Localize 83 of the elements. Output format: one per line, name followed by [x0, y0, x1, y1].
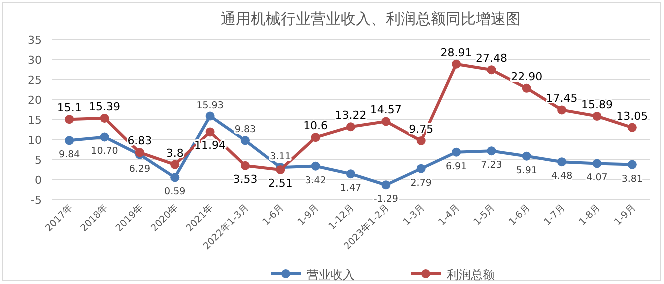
y-tick-label: 5 — [35, 154, 42, 167]
data-label: 6.83 — [128, 134, 152, 148]
x-tick-label: 1-7月 — [542, 202, 568, 228]
point — [346, 122, 356, 132]
data-label: 3.81 — [622, 174, 643, 185]
data-label: 22.90 — [511, 70, 543, 84]
y-tick-label: 20 — [28, 94, 42, 107]
data-label: 17.45 — [546, 92, 578, 106]
x-tick-label: 1-3月 — [402, 202, 428, 228]
y-tick-label: 10 — [28, 134, 42, 147]
point — [628, 160, 637, 170]
legend-label: 利润总额 — [447, 268, 495, 282]
y-tick-label: 15 — [28, 114, 42, 127]
point — [346, 170, 356, 179]
data-label: 27.48 — [476, 52, 508, 66]
point — [170, 173, 180, 182]
point — [311, 162, 320, 171]
point — [311, 133, 320, 142]
data-label: 4.07 — [586, 172, 608, 184]
x-tick-label: 1-6月 — [507, 202, 534, 228]
point — [65, 115, 74, 124]
point — [240, 161, 250, 170]
x-tick-label: 1-5月 — [472, 202, 498, 228]
point — [382, 180, 391, 190]
data-label: 3.11 — [270, 152, 292, 163]
point — [452, 60, 462, 69]
legend-label: 营业收入 — [307, 268, 355, 282]
point — [558, 158, 567, 167]
data-label: 5.91 — [516, 165, 538, 176]
point — [416, 136, 426, 146]
chart-title: 通用机械行业营业收入、利润总额同比增速图 — [221, 10, 521, 28]
data-label: 14.57 — [370, 104, 402, 117]
x-tick-label: 1-8月 — [578, 202, 604, 228]
point — [522, 152, 532, 161]
point — [170, 160, 180, 170]
data-label: 2.51 — [268, 176, 293, 190]
point — [65, 136, 74, 146]
point — [522, 84, 532, 93]
point — [487, 66, 496, 75]
point — [206, 128, 215, 137]
point — [628, 123, 637, 132]
data-label: 10.6 — [304, 120, 328, 133]
data-label: 9.83 — [234, 124, 256, 136]
data-label: 10.70 — [91, 146, 118, 158]
data-label: 15.39 — [89, 100, 121, 114]
point — [452, 148, 462, 157]
data-label: 7.23 — [481, 160, 502, 172]
data-label: 4.48 — [551, 171, 573, 182]
x-tick-label: 1-9月 — [612, 202, 639, 228]
data-label: 6.29 — [129, 164, 151, 175]
data-label: 28.91 — [440, 46, 472, 60]
data-label: 13.05 — [616, 110, 648, 123]
data-label: 1.47 — [340, 183, 362, 194]
data-label: -1.29 — [374, 194, 398, 206]
data-label: 9.84 — [59, 150, 80, 161]
point — [416, 164, 426, 174]
data-label: 0.59 — [164, 186, 186, 198]
data-label: 15.89 — [581, 98, 613, 112]
point — [240, 136, 250, 146]
point — [100, 114, 110, 123]
point — [592, 159, 602, 168]
data-label: 3.8 — [166, 146, 184, 160]
data-label: 3.42 — [305, 175, 326, 186]
y-tick-label: 35 — [28, 34, 42, 47]
y-tick-label: 0 — [35, 174, 42, 187]
point — [592, 112, 602, 121]
point — [100, 132, 110, 142]
x-tick-label: 1-4月 — [436, 202, 463, 228]
data-label: 13.22 — [335, 109, 367, 122]
data-label: 15.93 — [196, 100, 224, 112]
data-label: 6.91 — [446, 161, 468, 172]
data-label: 2.79 — [410, 178, 432, 189]
point — [487, 146, 496, 156]
point — [382, 117, 391, 126]
y-tick-label: 30 — [28, 54, 42, 67]
x-tick-label: 1-6月 — [260, 202, 287, 228]
point — [558, 106, 567, 115]
y-tick-label: -5 — [31, 194, 42, 207]
data-label: 15.1 — [57, 102, 82, 115]
data-label: 3.53 — [233, 172, 258, 186]
point — [206, 112, 215, 121]
y-tick-label: 25 — [28, 74, 42, 87]
x-tick-label: 1-9月 — [296, 202, 322, 228]
